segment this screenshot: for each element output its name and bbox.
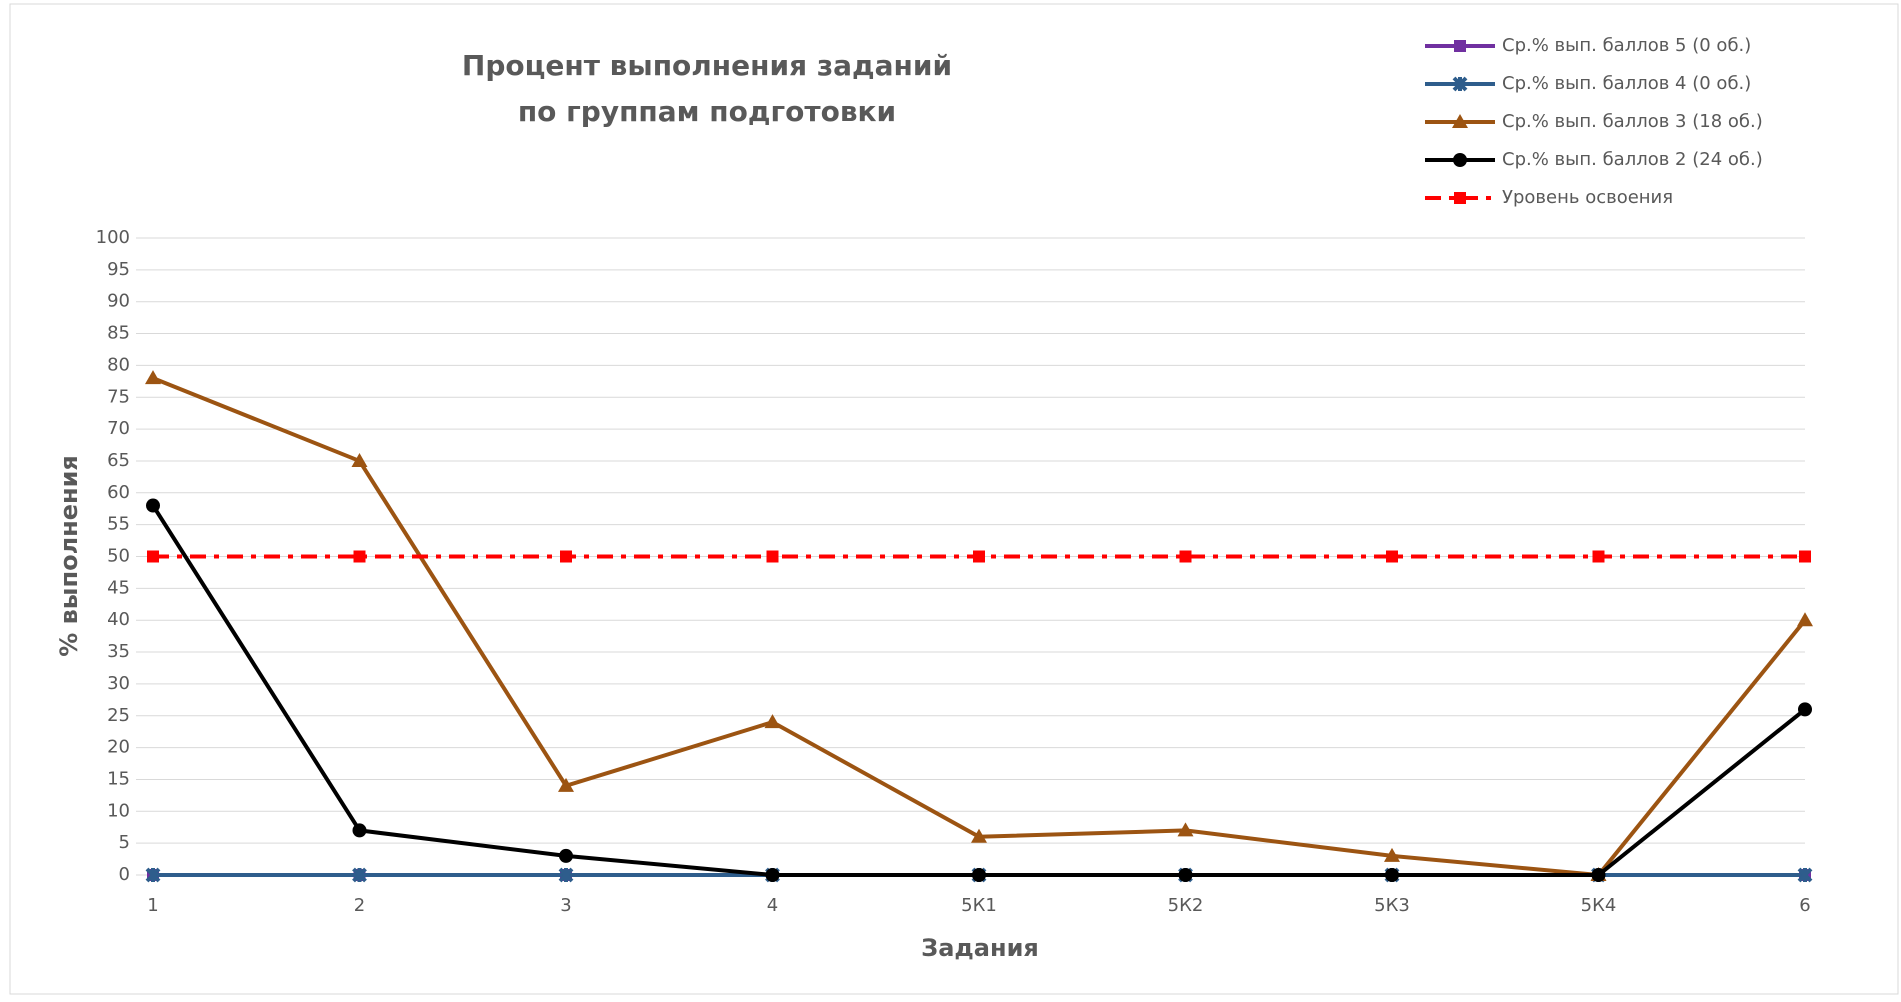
marker: [145, 867, 161, 883]
y-tick-label: 100: [96, 227, 130, 248]
chart-title: по группам подготовки: [518, 95, 896, 128]
marker: [146, 498, 160, 513]
x-tick-label: 5К3: [1374, 895, 1410, 916]
marker: [1799, 550, 1811, 563]
marker: [765, 868, 780, 882]
y-tick-label: 60: [107, 482, 130, 503]
marker: [1454, 40, 1466, 52]
chart-border: [9, 3, 1899, 995]
marker: [1384, 847, 1400, 862]
x-tick-label: 3: [560, 895, 571, 916]
x-tick-label: 5К4: [1581, 895, 1617, 916]
marker: [1452, 114, 1468, 128]
marker: [1798, 702, 1812, 717]
marker: [560, 550, 572, 563]
legend-label: Уровень освоения: [1502, 187, 1673, 208]
marker: [973, 550, 985, 563]
y-tick-label: 50: [107, 546, 130, 567]
y-tick-label: 70: [107, 418, 130, 439]
x-tick-label: 4: [767, 895, 778, 916]
marker: [764, 714, 781, 729]
legend-label: Ср.% вып. баллов 2 (24 об.): [1502, 149, 1763, 170]
marker: [145, 370, 161, 385]
y-tick-label: 80: [107, 354, 130, 375]
marker: [766, 550, 779, 563]
x-tick-label: 5К2: [1168, 895, 1204, 916]
y-tick-label: 10: [107, 800, 130, 821]
marker: [353, 550, 366, 563]
marker: [1452, 76, 1468, 92]
y-tick-label: 45: [107, 577, 130, 598]
legend-label: Ср.% вып. баллов 3 (18 об.): [1502, 111, 1763, 132]
y-tick-label: 0: [119, 864, 130, 885]
marker: [558, 867, 574, 883]
marker: [1797, 867, 1813, 883]
x-tick-label: 5К1: [961, 895, 997, 916]
y-tick-label: 25: [107, 705, 130, 726]
chart-title: Процент выполнения заданий: [462, 49, 952, 82]
y-tick-label: 65: [107, 450, 130, 471]
y-tick-label: 35: [107, 641, 130, 662]
y-tick-label: 40: [107, 609, 130, 630]
marker: [1591, 868, 1606, 882]
marker: [972, 868, 986, 882]
marker: [352, 823, 367, 838]
y-tick-label: 30: [107, 673, 130, 694]
marker: [559, 848, 573, 863]
y-tick-label: 5: [119, 832, 130, 853]
marker: [352, 867, 367, 883]
marker: [1179, 550, 1192, 563]
x-tick-label: 6: [1799, 895, 1810, 916]
legend-label: Ср.% вып. баллов 5 (0 об.): [1502, 35, 1751, 56]
y-tick-label: 90: [107, 291, 130, 312]
y-tick-label: 20: [107, 737, 130, 758]
marker: [1178, 868, 1193, 882]
marker: [1797, 612, 1813, 627]
y-axis-label: % выполнения: [55, 455, 83, 657]
marker: [1454, 192, 1466, 204]
marker: [351, 452, 368, 467]
marker: [1386, 550, 1398, 563]
marker: [1453, 153, 1467, 167]
x-tick-label: 2: [354, 895, 365, 916]
y-tick-label: 85: [107, 323, 130, 344]
y-tick-label: 55: [107, 514, 130, 535]
marker: [971, 828, 987, 843]
y-tick-label: 15: [107, 768, 130, 789]
marker: [1385, 868, 1399, 882]
marker: [1592, 550, 1605, 563]
marker: [1177, 822, 1194, 837]
y-tick-label: 95: [107, 259, 130, 280]
marker: [147, 550, 159, 563]
x-tick-label: 1: [147, 895, 158, 916]
marker: [558, 777, 574, 792]
x-axis-label: Задания: [921, 934, 1039, 962]
y-tick-label: 75: [107, 386, 130, 407]
legend-label: Ср.% вып. баллов 4 (0 об.): [1502, 73, 1751, 94]
